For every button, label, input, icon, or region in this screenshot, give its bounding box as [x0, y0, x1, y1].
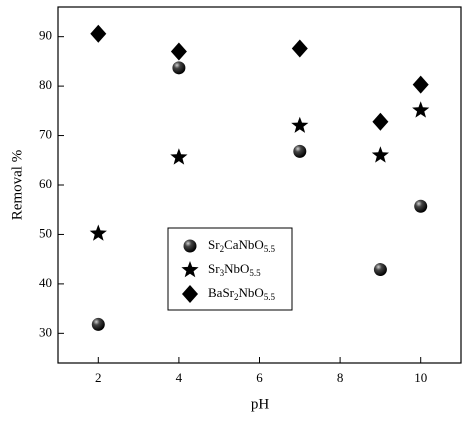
point	[291, 116, 309, 133]
y-tick-label: 80	[39, 77, 52, 92]
legend-label: BaSr2NbO5.5	[208, 285, 276, 302]
x-tick-label: 10	[414, 370, 427, 385]
point	[170, 148, 188, 165]
y-tick-label: 50	[39, 225, 52, 240]
point	[89, 224, 107, 241]
y-axis-title: Removal %	[9, 150, 25, 220]
y-tick-label: 30	[39, 324, 52, 339]
point	[414, 199, 428, 213]
y-tick-label: 70	[39, 127, 52, 142]
point	[371, 146, 389, 163]
point	[373, 263, 387, 277]
point	[91, 317, 105, 331]
x-axis-title: pH	[251, 396, 270, 412]
point	[172, 61, 186, 75]
y-tick-label: 40	[39, 275, 52, 290]
legend-marker	[182, 285, 198, 303]
point	[372, 112, 389, 131]
point	[293, 144, 307, 158]
x-tick-label: 6	[256, 370, 263, 385]
point	[291, 39, 308, 58]
point	[412, 101, 430, 118]
point	[412, 75, 429, 94]
legend-marker	[183, 239, 197, 253]
legend-label: Sr2CaNbO5.5	[208, 237, 276, 254]
y-tick-label: 90	[39, 28, 52, 43]
legend-label: Sr3NbO5.5	[208, 261, 261, 278]
point	[90, 24, 107, 43]
point	[170, 42, 187, 61]
x-tick-label: 4	[176, 370, 183, 385]
legend-marker	[181, 261, 199, 278]
y-tick-label: 60	[39, 176, 52, 191]
x-tick-label: 8	[337, 370, 344, 385]
x-tick-label: 2	[95, 370, 102, 385]
